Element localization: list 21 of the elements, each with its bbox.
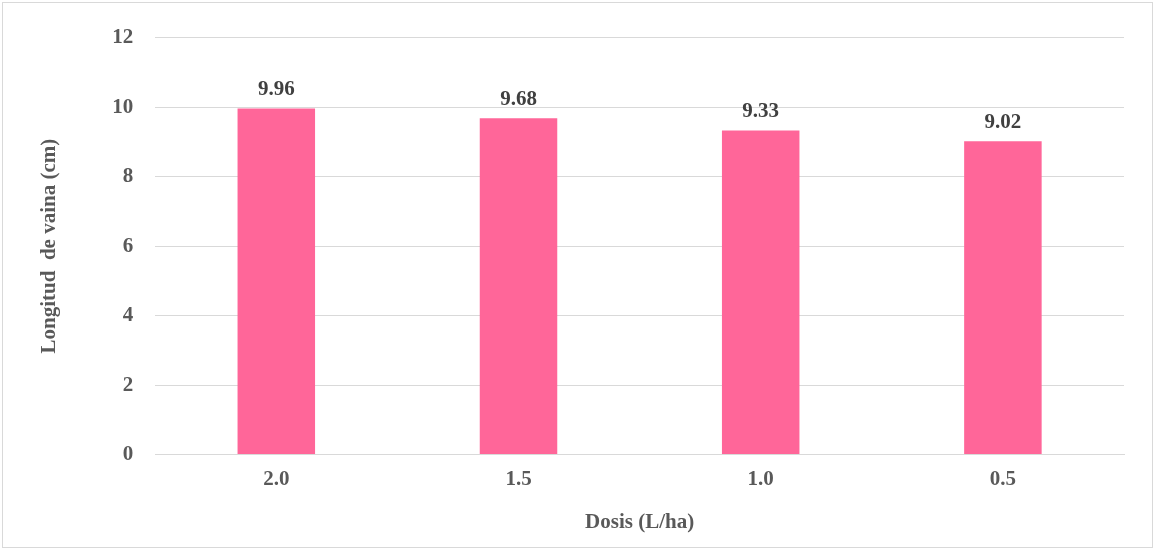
y-tick-label: 10: [112, 93, 134, 118]
bar: [237, 108, 316, 455]
data-label: 9.68: [500, 86, 537, 111]
data-label: 9.96: [257, 76, 295, 101]
x-axis-title: Dosis (L/ha): [585, 508, 695, 533]
y-tick-label: 0: [122, 441, 134, 466]
data-label: 9.33: [742, 98, 780, 123]
x-tick-label: 1.5: [505, 465, 532, 490]
x-tick-label: 0.5: [989, 465, 1017, 490]
y-tick-label: 12: [112, 24, 134, 49]
bar: [721, 130, 800, 455]
x-tick-label: 2.0: [263, 465, 290, 490]
y-tick-label: 6: [122, 232, 134, 257]
bar: [964, 141, 1042, 455]
y-tick-label: 8: [122, 163, 134, 188]
y-axis-title: Longitud de vaina (cm): [36, 138, 61, 354]
data-label: 9.02: [984, 109, 1022, 134]
y-tick-label: 4: [122, 302, 134, 327]
y-tick-label: 2: [122, 371, 134, 396]
bar: [479, 118, 558, 455]
x-tick-label: 1.0: [747, 465, 774, 490]
